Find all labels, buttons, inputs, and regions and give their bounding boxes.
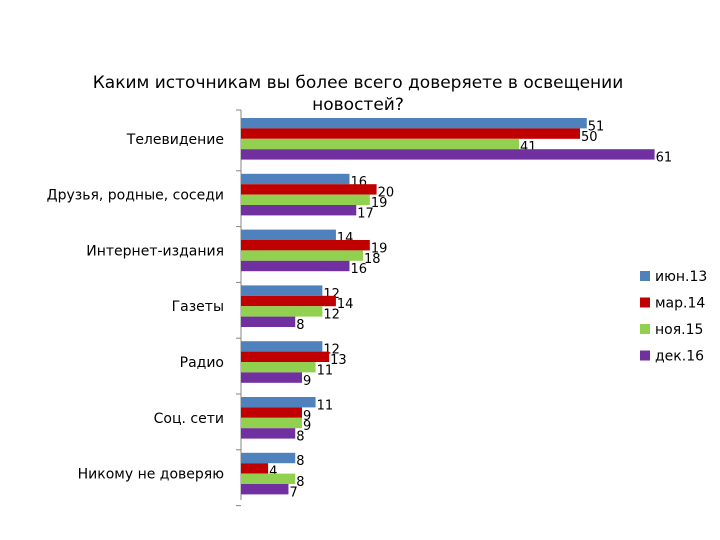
bar (241, 128, 580, 139)
bar (241, 473, 296, 484)
data-label: 11 (317, 398, 334, 413)
data-label: 8 (296, 430, 304, 445)
bar (241, 138, 519, 150)
legend-label: ноя.15 (655, 322, 703, 338)
data-label: 9 (303, 409, 311, 424)
data-label: 8 (296, 318, 304, 333)
data-label: 61 (656, 151, 673, 166)
data-label: 8 (296, 454, 304, 469)
bar (241, 484, 289, 495)
data-label: 11 (317, 363, 334, 378)
category-label: Газеты (172, 299, 224, 315)
legend-label: мар.14 (655, 296, 705, 312)
bar (241, 205, 357, 216)
bar (241, 295, 336, 307)
data-label: 51 (588, 119, 605, 134)
data-label: 12 (323, 308, 340, 323)
bar (241, 260, 350, 272)
chart-title-line-1: Каким источникам вы более всего доверяет… (93, 73, 624, 93)
legend-label: дек.16 (655, 349, 704, 365)
data-label: 19 (371, 196, 388, 211)
bar (241, 306, 323, 317)
data-label: 18 (364, 252, 381, 267)
bar (241, 173, 350, 185)
bar (241, 250, 364, 261)
bar (241, 184, 377, 195)
data-label: 14 (337, 297, 354, 312)
data-label: 7 (289, 485, 297, 500)
legend-label: июн.13 (655, 269, 707, 285)
bar (241, 417, 303, 429)
legend: июн.13 мар.14 ноя.15 дек.16 (640, 269, 707, 365)
data-label: 8 (296, 475, 304, 490)
bar (241, 316, 296, 327)
bar (241, 118, 587, 129)
data-label: 9 (303, 374, 311, 389)
bar (241, 428, 296, 439)
bar (241, 194, 370, 205)
category-label: Радио (180, 355, 224, 371)
bar (241, 240, 370, 251)
data-label: 17 (357, 206, 374, 221)
data-label: 20 (378, 186, 395, 201)
bar (241, 229, 336, 240)
data-label: 4 (269, 465, 277, 480)
category-label: Интернет-издания (86, 243, 224, 259)
data-label: 9 (303, 419, 311, 434)
legend-swatch (640, 297, 650, 308)
category-label: Друзья, родные, соседи (47, 188, 224, 204)
bar (241, 407, 303, 418)
data-label: 13 (330, 353, 347, 368)
bar (241, 452, 296, 464)
chart-title-line-2: новостей? (312, 95, 404, 115)
bar (241, 149, 655, 160)
data-label: 16 (350, 262, 367, 277)
bar (241, 372, 303, 383)
bar (241, 463, 269, 474)
legend-swatch (640, 271, 650, 281)
bar (241, 285, 323, 296)
bar (241, 362, 316, 373)
data-label: 50 (581, 130, 598, 145)
category-label: Телевидение (126, 132, 224, 148)
bar (241, 341, 323, 352)
data-label: 19 (371, 241, 388, 256)
category-label: Соц. сети (154, 411, 224, 427)
legend-swatch (640, 324, 650, 334)
legend-swatch (640, 350, 650, 361)
bar (241, 351, 330, 362)
category-label: Никому не доверяю (78, 467, 225, 483)
bar (241, 397, 316, 408)
